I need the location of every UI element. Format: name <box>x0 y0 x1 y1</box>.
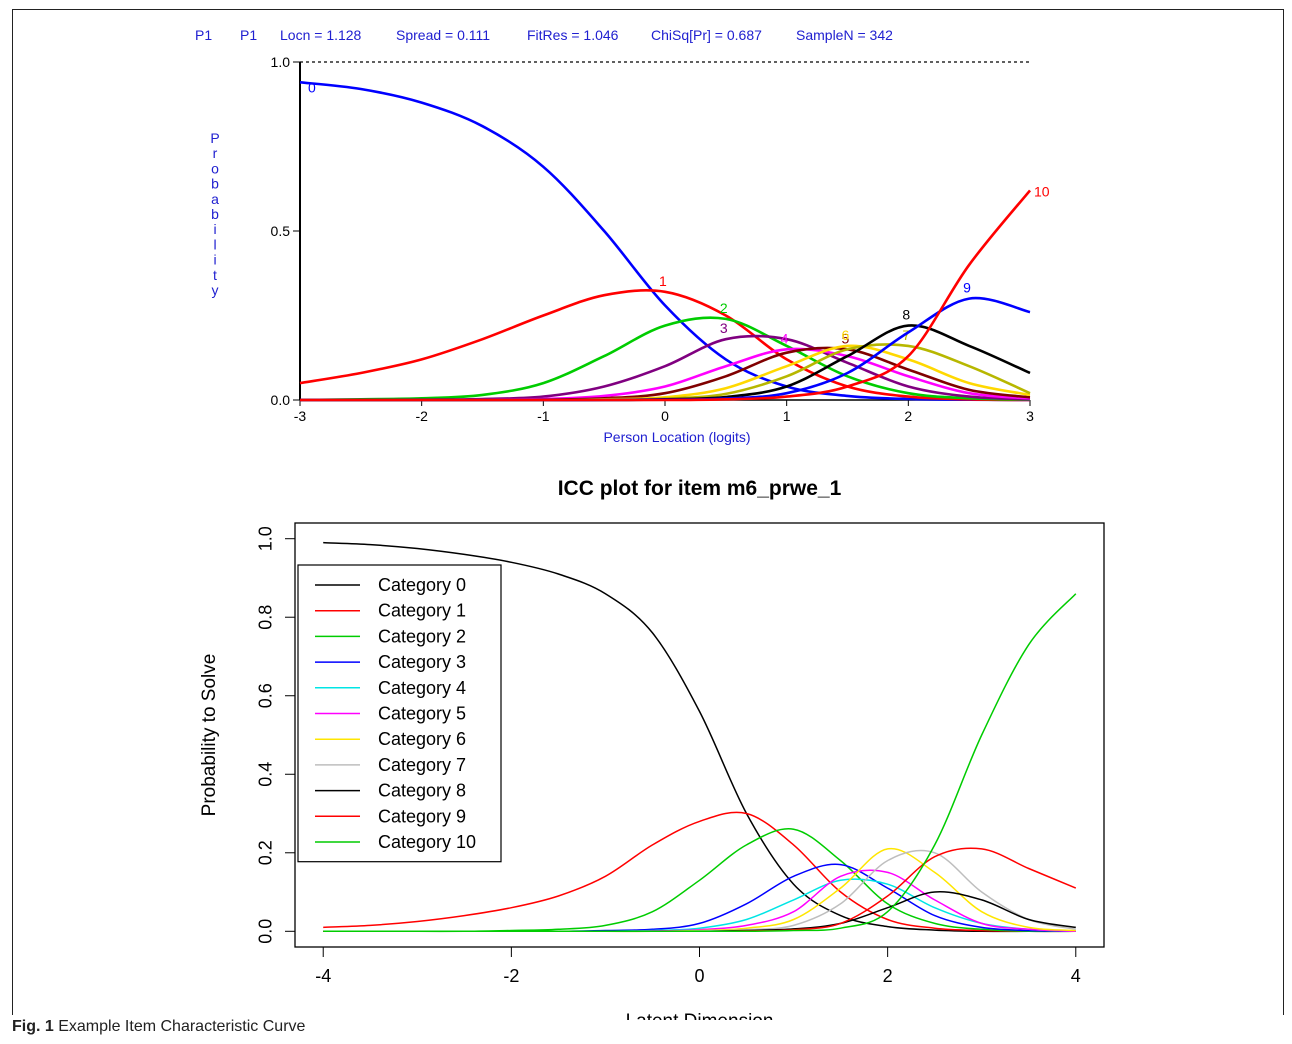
series-label: 3 <box>720 320 728 336</box>
y-tick-label: 0.0 <box>271 392 291 408</box>
x-tick-label: -4 <box>315 966 331 986</box>
series-line <box>300 343 1031 402</box>
top-icc-chart: P1 P1 Locn = 1.128 Spread = 0.111 FitRes = 1… <box>195 27 1050 445</box>
legend-label: Category 6 <box>378 729 466 749</box>
x-tick-label: 4 <box>1071 966 1081 986</box>
x-tick-label: 3 <box>1026 408 1034 424</box>
y-tick-label: 0.4 <box>256 762 276 787</box>
series-line <box>300 346 1031 402</box>
y-axis-label: Probability to Solve <box>199 654 220 817</box>
series-label: 10 <box>1034 183 1050 199</box>
y-axis-label-letter: a <box>211 191 219 207</box>
legend-label: Category 1 <box>378 601 466 621</box>
y-axis-label-letter: b <box>211 206 219 222</box>
series-line <box>300 189 1032 402</box>
y-axis-label-letter: i <box>213 252 216 268</box>
x-tick-label: 1 <box>783 408 791 424</box>
series-label: 6 <box>842 327 850 343</box>
y-axis-label-letter: l <box>213 236 216 252</box>
series-line <box>299 316 1031 402</box>
header-stat: Spread = 0.111 <box>396 27 490 43</box>
series-line <box>299 81 1031 402</box>
y-axis-label-letter: b <box>211 176 219 192</box>
y-axis-label-letter: t <box>213 267 217 283</box>
legend-box <box>297 564 502 863</box>
y-tick-label: 0.5 <box>271 223 291 239</box>
header-stat: P1 <box>195 27 212 43</box>
x-axis-label: Latent Dimension <box>626 1011 774 1020</box>
frame-top-border <box>12 9 1284 10</box>
x-tick-label: -1 <box>537 408 550 424</box>
y-axis-label-letter: r <box>213 145 218 161</box>
y-tick-label: 0.2 <box>256 840 276 865</box>
header-stat: ChiSq[Pr] = 0.687 <box>651 27 762 43</box>
series-label: 2 <box>720 300 728 316</box>
legend-label: Category 5 <box>378 704 466 724</box>
series-line <box>323 593 1077 933</box>
series-line <box>323 811 1076 933</box>
y-tick-label: 0.6 <box>256 683 276 708</box>
y-axis-label-letter: o <box>211 160 219 176</box>
legend-label: Category 3 <box>378 652 466 672</box>
caption-label: Fig. 1 <box>12 1018 54 1035</box>
legend-label: Category 0 <box>378 575 466 595</box>
header-stat: SampleN = 342 <box>796 27 893 43</box>
header-stat: P1 <box>240 27 257 43</box>
legend-label: Category 10 <box>378 832 476 852</box>
header-stat: FitRes = 1.046 <box>527 27 619 43</box>
y-tick-label: 0.8 <box>256 605 276 630</box>
frame-left-border <box>12 9 13 1015</box>
header-stat: Locn = 1.128 <box>280 27 362 43</box>
series-label: 4 <box>781 330 789 346</box>
series-line <box>323 541 1076 933</box>
legend-label: Category 7 <box>378 755 466 775</box>
series-label: 8 <box>902 307 910 323</box>
legend-label: Category 8 <box>378 781 466 801</box>
chart-title: ICC plot for item m6_prwe_1 <box>558 477 842 500</box>
x-tick-label: 0 <box>661 408 669 424</box>
bottom-icc-chart: ICC plot for item m6_prwe_1 -4 -2 0 2 4 0.0 0.2… <box>199 477 1105 1020</box>
caption-text: Example Item Characteristic Curve <box>58 1018 306 1035</box>
x-tick-label: -3 <box>294 408 307 424</box>
series-line <box>299 289 1031 402</box>
x-tick-label: -2 <box>415 408 428 424</box>
y-tick-label: 1.0 <box>271 54 291 70</box>
series-label: 5 <box>842 330 850 346</box>
series-line <box>299 334 1031 402</box>
y-axis-label-letter: i <box>213 221 216 237</box>
series-label: 1 <box>659 273 667 289</box>
x-tick-label: 0 <box>694 966 704 986</box>
legend-label: Category 4 <box>378 678 466 698</box>
x-tick-label: -2 <box>503 966 519 986</box>
series-label: 0 <box>308 79 316 95</box>
x-tick-label: 2 <box>904 408 912 424</box>
y-axis-label-letter: y <box>212 282 219 298</box>
x-axis-label: Person Location (logits) <box>603 429 750 445</box>
y-tick-label: 1.0 <box>256 526 276 551</box>
y-axis-label-letter: P <box>210 130 219 146</box>
x-tick-label: 2 <box>883 966 893 986</box>
y-tick-label: 0.0 <box>256 919 276 944</box>
legend-label: Category 2 <box>378 626 466 646</box>
figure-caption: Fig. 1 Example Item Characteristic Curve <box>12 1018 305 1036</box>
series-label: 9 <box>963 280 971 296</box>
frame-right-border <box>1283 9 1284 1015</box>
legend-label: Category 9 <box>378 806 466 826</box>
